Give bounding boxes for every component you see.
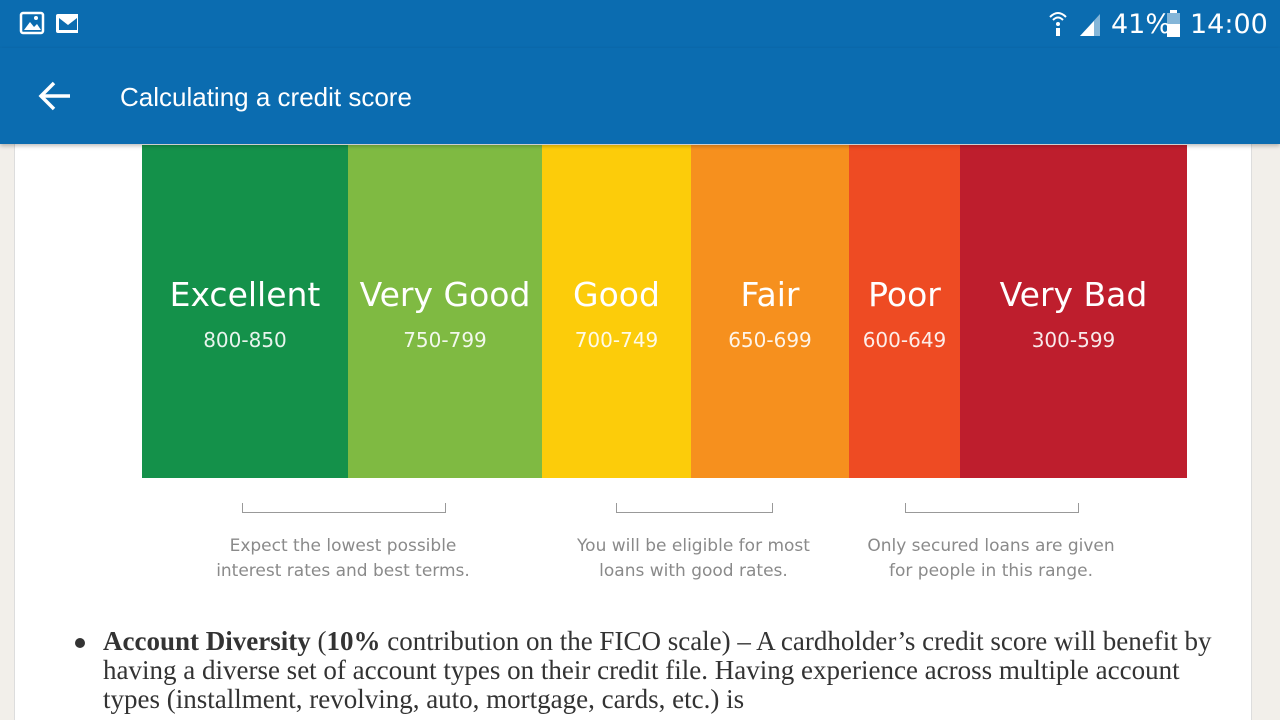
note-line: Only secured loans are given: [867, 536, 1115, 556]
app-bar: Calculating a credit score: [0, 48, 1280, 144]
score-band: Very Good 750-799: [348, 145, 542, 478]
band-range: 750-799: [403, 328, 487, 352]
page-title: Calculating a credit score: [120, 82, 412, 112]
battery-level: 41%: [1111, 9, 1172, 40]
score-band: Fair 650-699: [691, 145, 849, 478]
note-line: loans with good rates.: [599, 561, 788, 581]
note: Expect the lowest possible interest rates…: [183, 534, 503, 584]
battery-icon: [1167, 10, 1180, 37]
band-label: Good: [573, 275, 660, 314]
note-line: for people in this range.: [889, 561, 1093, 581]
band-label: Very Bad: [999, 275, 1148, 314]
note-line: Expect the lowest possible: [229, 536, 457, 556]
score-band: Poor 600-649: [849, 145, 960, 478]
band-range: 300-599: [1031, 328, 1116, 352]
bullet-part: 10%: [326, 626, 381, 656]
band-range: 800-850: [203, 328, 287, 352]
bullet-part: Account Diversity: [103, 626, 311, 656]
bullet-part: contribution on the FICO scale) – A card…: [103, 626, 1212, 714]
band-range: 600-649: [862, 328, 947, 352]
bullet-dot: [75, 638, 85, 648]
back-button[interactable]: [36, 76, 76, 116]
band-label: Very Good: [359, 275, 531, 314]
signal-icons: [1049, 12, 1100, 36]
note: You will be eligible for most loans with …: [534, 534, 854, 584]
band-label: Poor: [868, 275, 941, 314]
bracket: [616, 503, 773, 513]
note-line: interest rates and best terms.: [216, 561, 470, 581]
score-band: Good 700-749: [542, 145, 691, 478]
notification-icons: [19, 11, 78, 35]
bullet-part: (: [310, 626, 327, 656]
clock: 14:00: [1190, 9, 1268, 40]
score-band: Excellent 800-850: [142, 145, 348, 478]
status-bar: 41% 14:00: [0, 0, 1280, 48]
band-label: Excellent: [169, 275, 321, 314]
note-line: You will be eligible for most: [577, 536, 810, 556]
bracket: [242, 503, 446, 513]
band-range: 700-749: [574, 328, 659, 352]
score-band: Very Bad 300-599: [960, 145, 1187, 478]
bracket: [905, 503, 1079, 513]
bullet-text: Account Diversity (10% contribution on t…: [103, 627, 1243, 714]
band-range: 650-699: [728, 328, 812, 352]
note: Only secured loans are given for people i…: [831, 534, 1151, 584]
band-label: Fair: [740, 275, 800, 314]
